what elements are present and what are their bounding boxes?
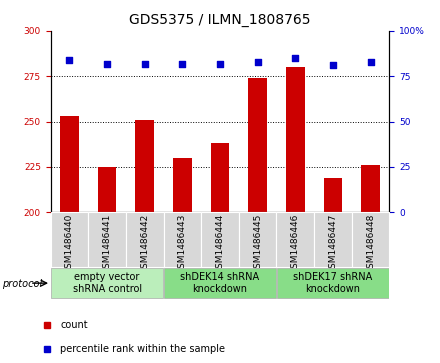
Text: shDEK17 shRNA
knockdown: shDEK17 shRNA knockdown — [293, 272, 373, 294]
Text: count: count — [60, 321, 88, 330]
Text: GSM1486444: GSM1486444 — [216, 214, 224, 274]
Text: protocol: protocol — [2, 279, 42, 289]
Point — [254, 59, 261, 65]
Text: GSM1486445: GSM1486445 — [253, 214, 262, 274]
Bar — [51, 269, 163, 298]
Text: empty vector
shRNA control: empty vector shRNA control — [73, 272, 142, 294]
Point — [367, 59, 374, 65]
Bar — [60, 116, 79, 212]
Title: GDS5375 / ILMN_1808765: GDS5375 / ILMN_1808765 — [129, 13, 311, 27]
Bar — [361, 165, 380, 212]
Bar — [286, 67, 305, 212]
Bar — [211, 143, 229, 212]
Point — [216, 61, 224, 66]
Bar — [164, 212, 201, 267]
Bar — [173, 158, 192, 212]
Bar — [277, 269, 389, 298]
Bar — [352, 212, 389, 267]
Point — [66, 57, 73, 63]
Text: percentile rank within the sample: percentile rank within the sample — [60, 344, 225, 354]
Bar — [201, 212, 239, 267]
Point — [103, 61, 110, 66]
Bar — [314, 212, 352, 267]
Text: GSM1486440: GSM1486440 — [65, 214, 74, 274]
Point — [330, 62, 337, 68]
Point — [179, 61, 186, 66]
Bar — [164, 269, 276, 298]
Point — [292, 55, 299, 61]
Bar — [248, 78, 267, 212]
Text: GSM1486442: GSM1486442 — [140, 214, 149, 274]
Bar — [239, 212, 276, 267]
Bar — [136, 120, 154, 212]
Text: shDEK14 shRNA
knockdown: shDEK14 shRNA knockdown — [180, 272, 260, 294]
Text: GSM1486448: GSM1486448 — [366, 214, 375, 274]
Bar — [51, 212, 88, 267]
Bar — [98, 167, 117, 212]
Bar — [126, 212, 164, 267]
Text: GSM1486441: GSM1486441 — [103, 214, 112, 274]
Text: GSM1486446: GSM1486446 — [291, 214, 300, 274]
Bar — [88, 212, 126, 267]
Text: GSM1486447: GSM1486447 — [328, 214, 337, 274]
Text: GSM1486443: GSM1486443 — [178, 214, 187, 274]
Bar — [276, 212, 314, 267]
Bar — [323, 178, 342, 212]
Point — [141, 61, 148, 66]
